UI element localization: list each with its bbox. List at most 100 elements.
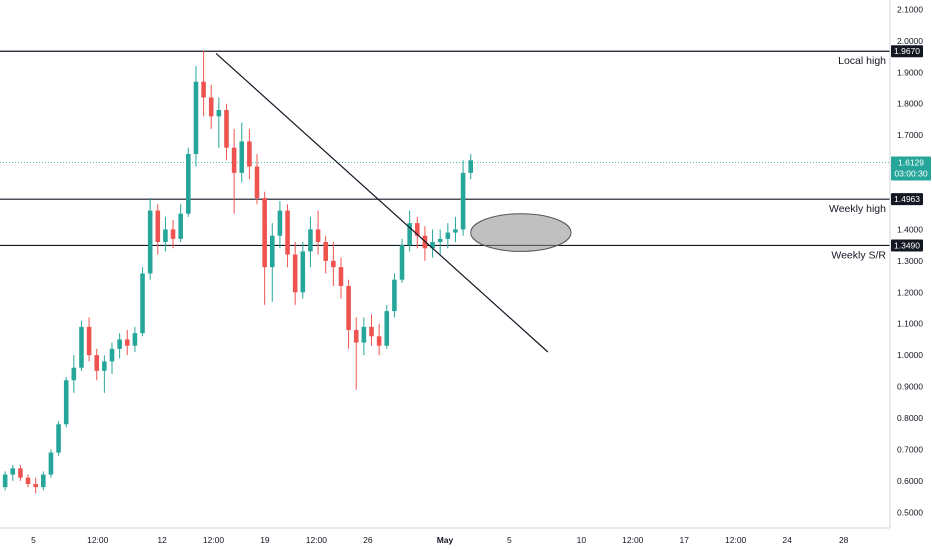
candle-body[interactable] [453,229,458,233]
horizontal-levels: Local high Weekly high Weekly S/R [0,50,890,261]
candle-body[interactable] [71,367,77,381]
price-tick-label: 1.4000 [897,224,923,234]
level-price-badge-text: 1.3490 [894,240,920,250]
time-tick-label: 17 [679,535,689,545]
price-tick-label: 0.7000 [897,444,923,454]
candle-body[interactable] [170,229,176,239]
candle-body[interactable] [331,260,336,268]
candle-body[interactable] [224,110,229,148]
candle-body[interactable] [468,160,474,173]
candle-body[interactable] [262,198,267,268]
candle-body[interactable] [208,97,214,117]
candle-body[interactable] [124,339,130,346]
candle-body[interactable] [117,339,122,349]
candle-body[interactable] [361,326,367,343]
time-tick-label: 26 [363,535,373,545]
candle-body[interactable] [323,242,328,261]
price-tick-label: 1.1000 [897,319,923,329]
time-tick-label: 12:00 [622,535,644,545]
candle-body[interactable] [2,474,8,488]
candle-body[interactable] [300,251,306,293]
candle-body[interactable] [430,242,435,249]
candle-body[interactable] [10,468,16,475]
price-tick-label: 0.8000 [897,413,923,423]
time-tick-label: 12:00 [203,535,225,545]
candle-body[interactable] [369,326,374,337]
time-tick-label: 19 [260,535,270,545]
time-tick-label: 5 [507,535,512,545]
level-price-badge-text: 1.4963 [894,194,920,204]
candle-body[interactable] [407,223,412,246]
candle-body[interactable] [247,141,252,167]
current-price-text: 1.6129 [898,158,924,168]
candle-body[interactable] [415,223,420,236]
candle-body[interactable] [315,229,321,242]
level-label: Weekly high [829,203,886,215]
candle-body[interactable] [132,333,138,346]
time-tick-label: 12:00 [725,535,747,545]
candle-body[interactable] [63,380,69,425]
countdown-text: 03:00:30 [894,169,927,179]
candle-body[interactable] [193,81,199,154]
candle-body[interactable] [292,254,298,293]
level-price-badge [891,45,923,58]
time-tick-label: 24 [782,535,792,545]
trendline [215,52,549,353]
candle-body[interactable] [102,361,107,371]
candle-body[interactable] [25,477,31,484]
candle-body[interactable] [399,245,405,280]
candle-body[interactable] [56,424,61,453]
candle-body[interactable] [48,452,54,475]
candle-body[interactable] [277,210,283,236]
candle-body[interactable] [269,235,275,268]
candle-body[interactable] [346,286,351,330]
candle-body[interactable] [445,232,451,239]
candle-body[interactable] [94,355,100,371]
candle-body[interactable] [41,474,46,488]
candle-body[interactable] [201,81,206,98]
candle-body[interactable] [33,484,38,488]
candle-body[interactable] [178,213,183,239]
candle-body[interactable] [147,210,153,274]
candle-body[interactable] [186,154,191,214]
price-axis[interactable]: 2.10002.00001.90001.80001.70001.60001.50… [897,4,923,517]
candle-body[interactable] [109,348,115,362]
time-tick-label: 5 [31,535,36,545]
time-axis[interactable]: 5 12:00 12 12:00 19 12:00 26 May 5 10 12:00 17 12:00… [31,535,849,545]
time-tick-label: 10 [577,535,587,545]
candle-body[interactable] [308,229,313,252]
candle-body[interactable] [285,210,290,255]
candle-body[interactable] [392,279,397,312]
candle-body[interactable] [231,147,237,173]
candle-body[interactable] [338,267,344,286]
drawings [215,52,572,353]
candle-body[interactable] [155,210,161,242]
candle-body[interactable] [216,110,222,117]
candle-body[interactable] [437,238,443,242]
current-price-badge [891,156,931,181]
level-price-badge-text: 1.9670 [894,46,920,56]
price-tick-label: 0.6000 [897,476,923,486]
price-tick-label: 0.9000 [897,382,923,392]
candle-body[interactable] [86,326,92,356]
candle-body[interactable] [376,336,382,346]
candlestick-series[interactable] [2,50,474,494]
price-tick-label: 0.5000 [897,507,923,517]
candle-body[interactable] [460,172,466,230]
candle-body[interactable] [239,141,245,173]
candle-body[interactable] [140,273,145,334]
price-tick-label: 1.8000 [897,99,923,109]
candle-body[interactable] [254,166,260,198]
price-tick-label: 1.3000 [897,256,923,266]
candle-body[interactable] [163,229,168,242]
level-price-badge [891,193,923,206]
price-tick-label: 1.2000 [897,287,923,297]
candle-body[interactable] [18,468,23,478]
level-label: Weekly S/R [831,249,886,261]
candle-body[interactable] [79,326,84,368]
candle-body[interactable] [353,330,359,343]
time-tick-label: 12 [157,535,167,545]
candle-body[interactable] [384,311,390,346]
